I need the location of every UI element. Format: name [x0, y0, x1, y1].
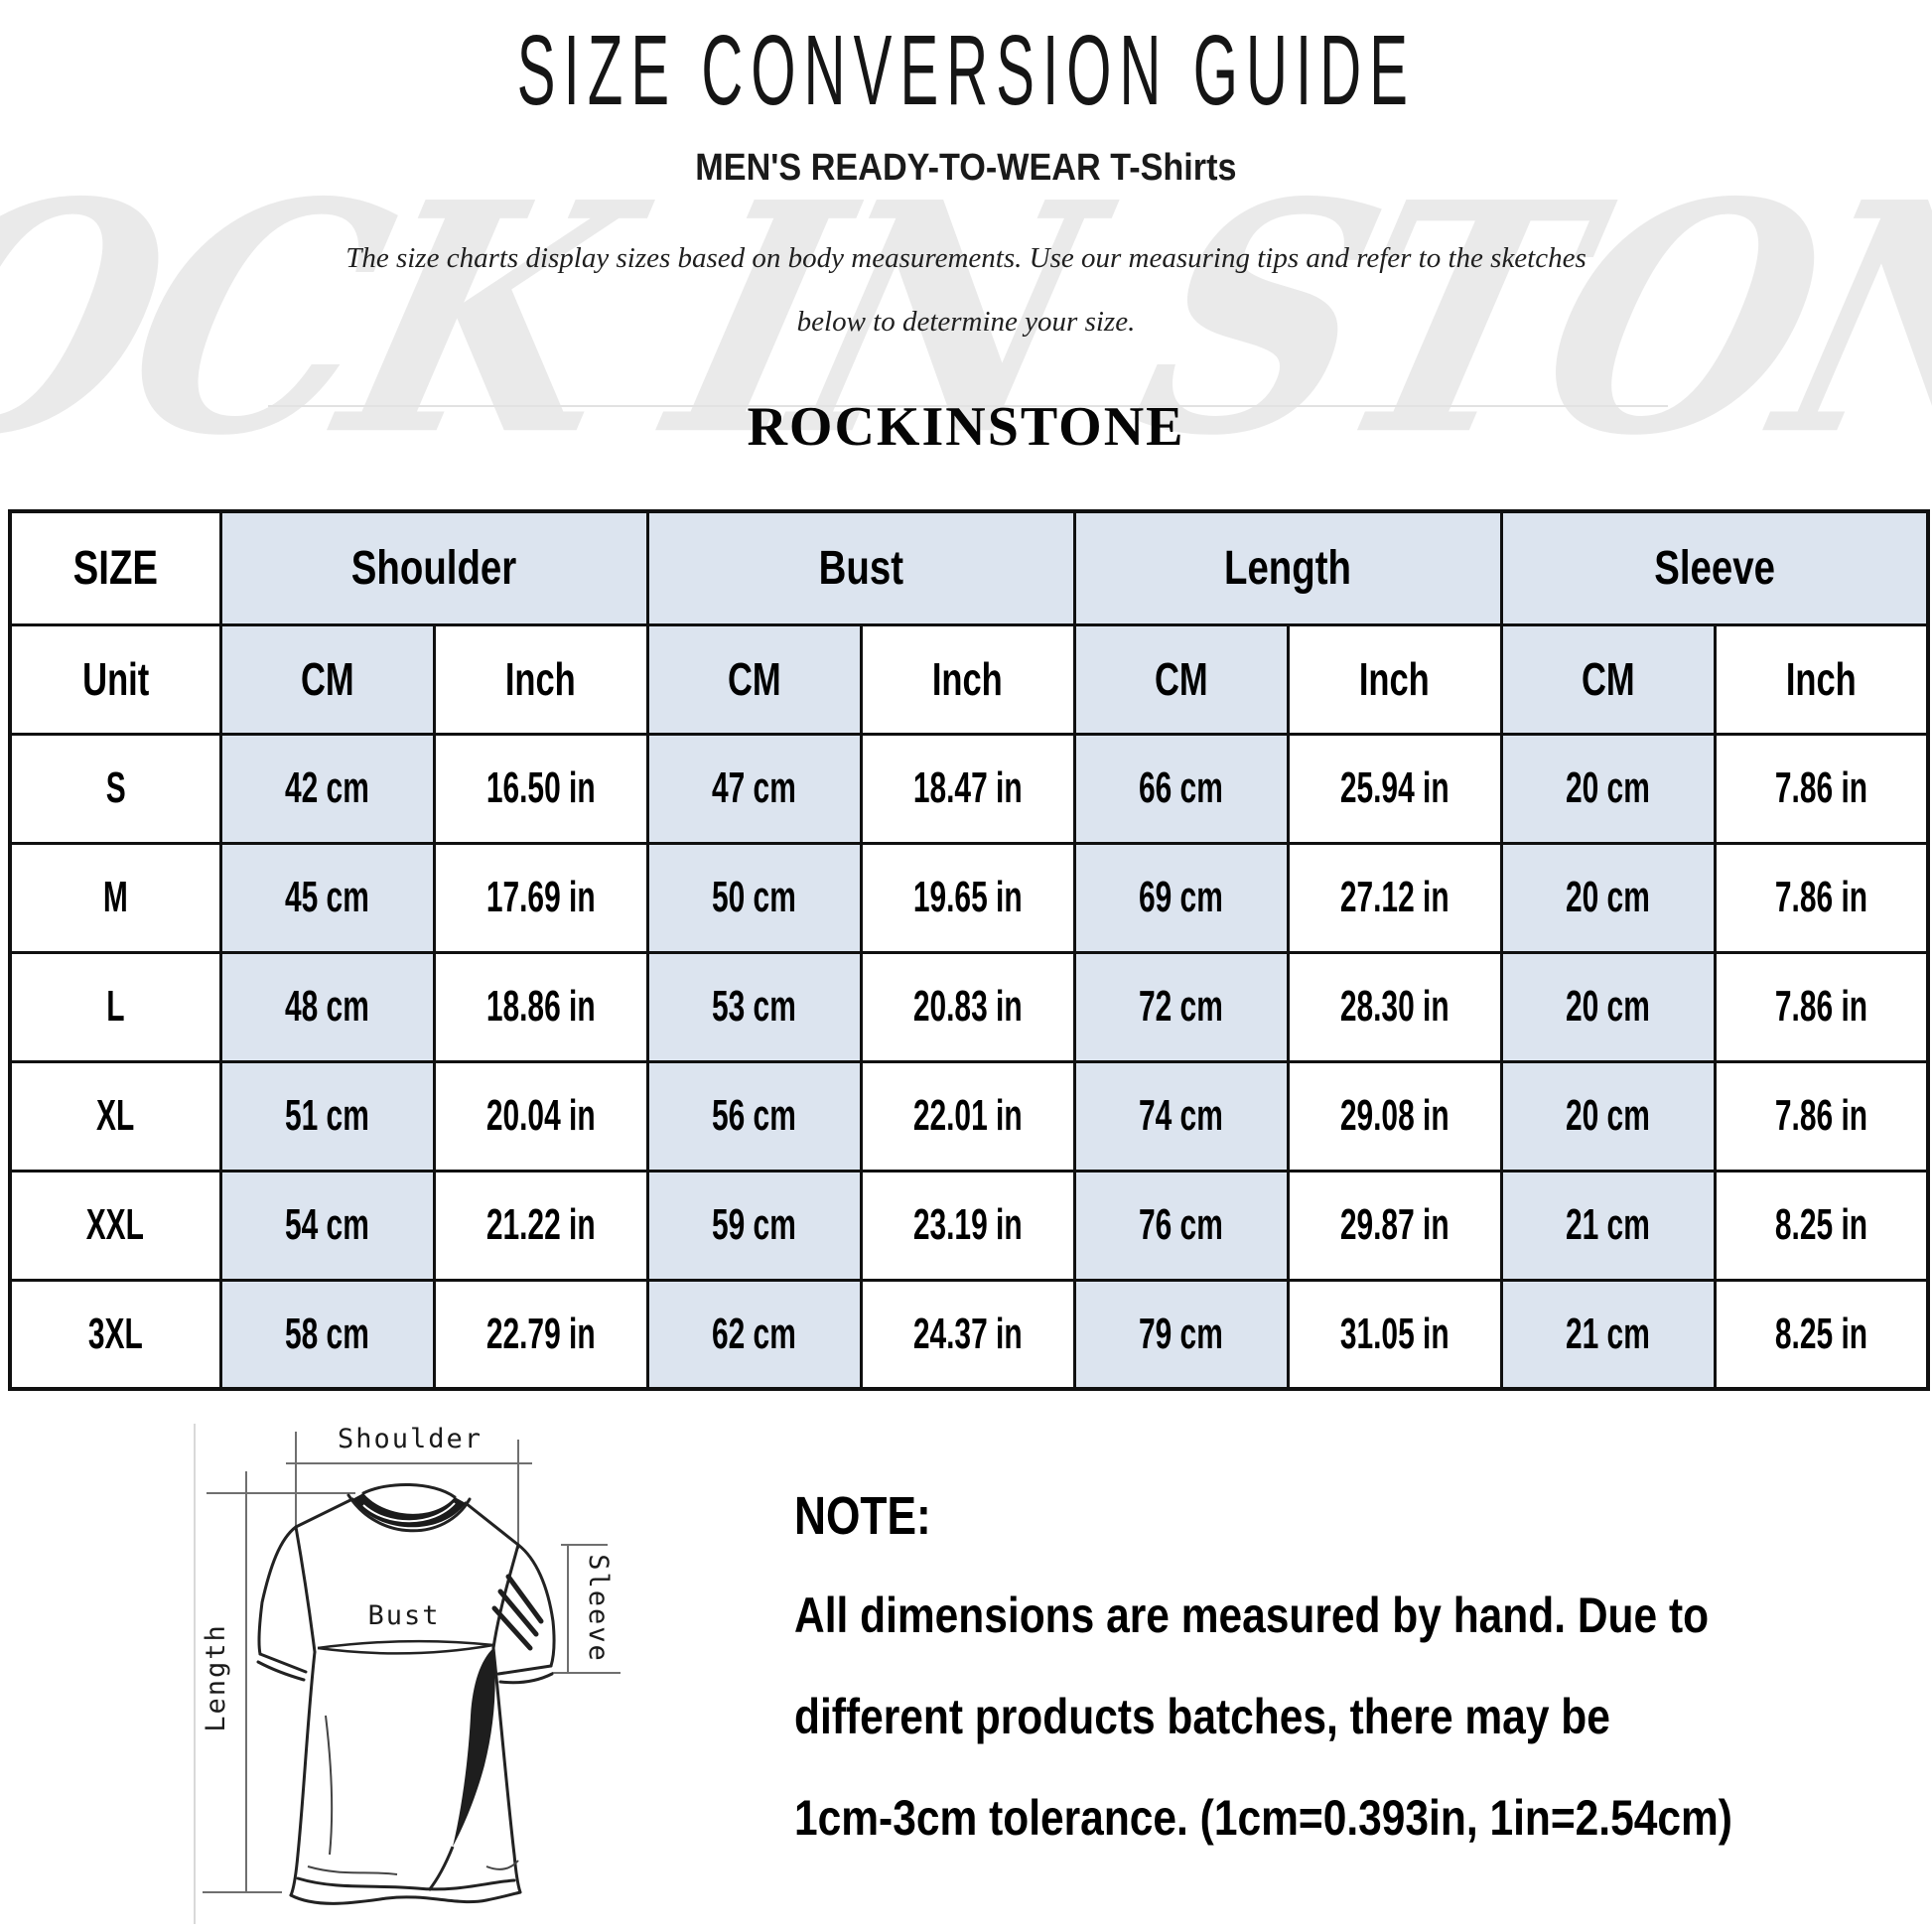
note-text-line-2: different products batches, there may be	[794, 1689, 1610, 1744]
table-row-3xl: 3XL 58 cm 22.79 in 62 cm 24.37 in 79 cm …	[8, 1278, 1930, 1391]
cell-value: 8.25 in	[1713, 1169, 1930, 1282]
cell-value: 21 cm	[1499, 1278, 1717, 1391]
cell-value: 21.22 in	[432, 1169, 649, 1282]
cell-value: 8.25 in	[1713, 1278, 1930, 1391]
tshirt-outline	[256, 1482, 556, 1905]
cell-value: 56 cm	[645, 1059, 863, 1173]
cell-value: 27.12 in	[1286, 841, 1503, 954]
table-row-s: S 42 cm 16.50 in 47 cm 18.47 in 66 cm 25…	[8, 732, 1930, 845]
unit-length-inch: Inch	[1286, 622, 1503, 736]
note-section: NOTE: All dimensions are measured by han…	[794, 1485, 1732, 1846]
size-label: S	[8, 732, 222, 845]
cell-value: 31.05 in	[1286, 1278, 1503, 1391]
cell-value: 7.86 in	[1713, 732, 1930, 845]
cell-value: 23.19 in	[859, 1169, 1076, 1282]
cell-value: 18.47 in	[859, 732, 1076, 845]
col-header-sleeve: Sleeve	[1499, 509, 1930, 626]
cell-value: 53 cm	[645, 950, 863, 1063]
page-subtitle: MEN'S READY-TO-WEAR T-Shirts	[695, 147, 1237, 189]
diagram-bust-label: Bust	[367, 1600, 440, 1631]
brand-name: ROCKINSTONE	[747, 396, 1185, 458]
cell-value: 28.30 in	[1286, 950, 1503, 1063]
cell-value: 7.86 in	[1713, 950, 1930, 1063]
tshirt-measurement-diagram: Shoulder Bust Length Sleeve	[194, 1424, 621, 1924]
cell-value: 29.08 in	[1286, 1059, 1503, 1173]
cell-value: 19.65 in	[859, 841, 1076, 954]
size-label: M	[8, 841, 222, 954]
page-title: SIZE CONVERSION GUIDE	[516, 15, 1416, 126]
cell-value: 24.37 in	[859, 1278, 1076, 1391]
cell-value: 45 cm	[218, 841, 436, 954]
cell-value: 7.86 in	[1713, 1059, 1930, 1173]
size-label: XXL	[8, 1169, 222, 1282]
cell-value: 18.86 in	[432, 950, 649, 1063]
cell-value: 16.50 in	[432, 732, 649, 845]
measurement-guide-lines	[203, 1432, 621, 1893]
size-label: XL	[8, 1059, 222, 1173]
cell-value: 50 cm	[645, 841, 863, 954]
diagram-shoulder-label: Shoulder	[338, 1424, 483, 1454]
size-label: L	[8, 950, 222, 1063]
table-row-xxl: XXL 54 cm 21.22 in 59 cm 23.19 in 76 cm …	[8, 1169, 1930, 1282]
diagram-length-label: Length	[201, 1623, 231, 1732]
cell-value: 79 cm	[1072, 1278, 1290, 1391]
table-unit-row: Unit CM Inch CM Inch CM Inch CM Inch	[8, 622, 1930, 736]
unit-bust-inch: Inch	[859, 622, 1076, 736]
cell-value: 7.86 in	[1713, 841, 1930, 954]
cell-value: 72 cm	[1072, 950, 1290, 1063]
cell-value: 69 cm	[1072, 841, 1290, 954]
intro-text-line-2: below to determine your size.	[796, 306, 1136, 338]
brand-divider-line	[268, 405, 1668, 407]
cell-value: 76 cm	[1072, 1169, 1290, 1282]
cell-value: 58 cm	[218, 1278, 436, 1391]
size-label: 3XL	[8, 1278, 222, 1391]
cell-value: 20 cm	[1499, 1059, 1717, 1173]
unit-sleeve-inch: Inch	[1713, 622, 1930, 736]
note-text-line-3: 1cm-3cm tolerance. (1cm=0.393in, 1in=2.5…	[794, 1790, 1732, 1846]
cell-value: 22.79 in	[432, 1278, 649, 1391]
note-heading: NOTE:	[794, 1486, 931, 1546]
cell-value: 20.83 in	[859, 950, 1076, 1063]
cell-value: 47 cm	[645, 732, 863, 845]
unit-header: Unit	[8, 622, 222, 736]
cell-value: 74 cm	[1072, 1059, 1290, 1173]
unit-shoulder-inch: Inch	[432, 622, 649, 736]
bust-measure-line	[317, 1639, 494, 1655]
table-row-l: L 48 cm 18.86 in 53 cm 20.83 in 72 cm 28…	[8, 950, 1930, 1063]
cell-value: 54 cm	[218, 1169, 436, 1282]
cell-value: 51 cm	[218, 1059, 436, 1173]
cell-value: 29.87 in	[1286, 1169, 1503, 1282]
unit-length-cm: CM	[1072, 622, 1290, 736]
cell-value: 21 cm	[1499, 1169, 1717, 1282]
cell-value: 62 cm	[645, 1278, 863, 1391]
unit-bust-cm: CM	[645, 622, 863, 736]
col-header-shoulder: Shoulder	[218, 509, 649, 626]
diagram-sleeve-label: Sleeve	[583, 1554, 614, 1663]
cell-value: 17.69 in	[432, 841, 649, 954]
table-row-xl: XL 51 cm 20.04 in 56 cm 22.01 in 74 cm 2…	[8, 1059, 1930, 1173]
cell-value: 20 cm	[1499, 841, 1717, 954]
cell-value: 22.01 in	[859, 1059, 1076, 1173]
table-row-m: M 45 cm 17.69 in 50 cm 19.65 in 69 cm 27…	[8, 841, 1930, 954]
cell-value: 42 cm	[218, 732, 436, 845]
col-header-length: Length	[1072, 509, 1503, 626]
col-header-size: SIZE	[8, 509, 222, 626]
cell-value: 20 cm	[1499, 950, 1717, 1063]
cell-value: 48 cm	[218, 950, 436, 1063]
cell-value: 25.94 in	[1286, 732, 1503, 845]
unit-shoulder-cm: CM	[218, 622, 436, 736]
unit-sleeve-cm: CM	[1499, 622, 1717, 736]
collar-band	[352, 1493, 466, 1528]
table-header-row: SIZE Shoulder Bust Length Sleeve	[8, 509, 1930, 626]
cell-value: 20 cm	[1499, 732, 1717, 845]
fabric-folds	[307, 1574, 544, 1891]
note-text-line-1: All dimensions are measured by hand. Due…	[794, 1587, 1710, 1643]
col-header-bust: Bust	[645, 509, 1076, 626]
size-conversion-table: SIZE Shoulder Bust Length Sleeve Unit CM…	[8, 509, 1931, 1391]
cell-value: 66 cm	[1072, 732, 1290, 845]
intro-text-line-1: The size charts display sizes based on b…	[345, 242, 1587, 274]
cell-value: 59 cm	[645, 1169, 863, 1282]
cell-value: 20.04 in	[432, 1059, 649, 1173]
